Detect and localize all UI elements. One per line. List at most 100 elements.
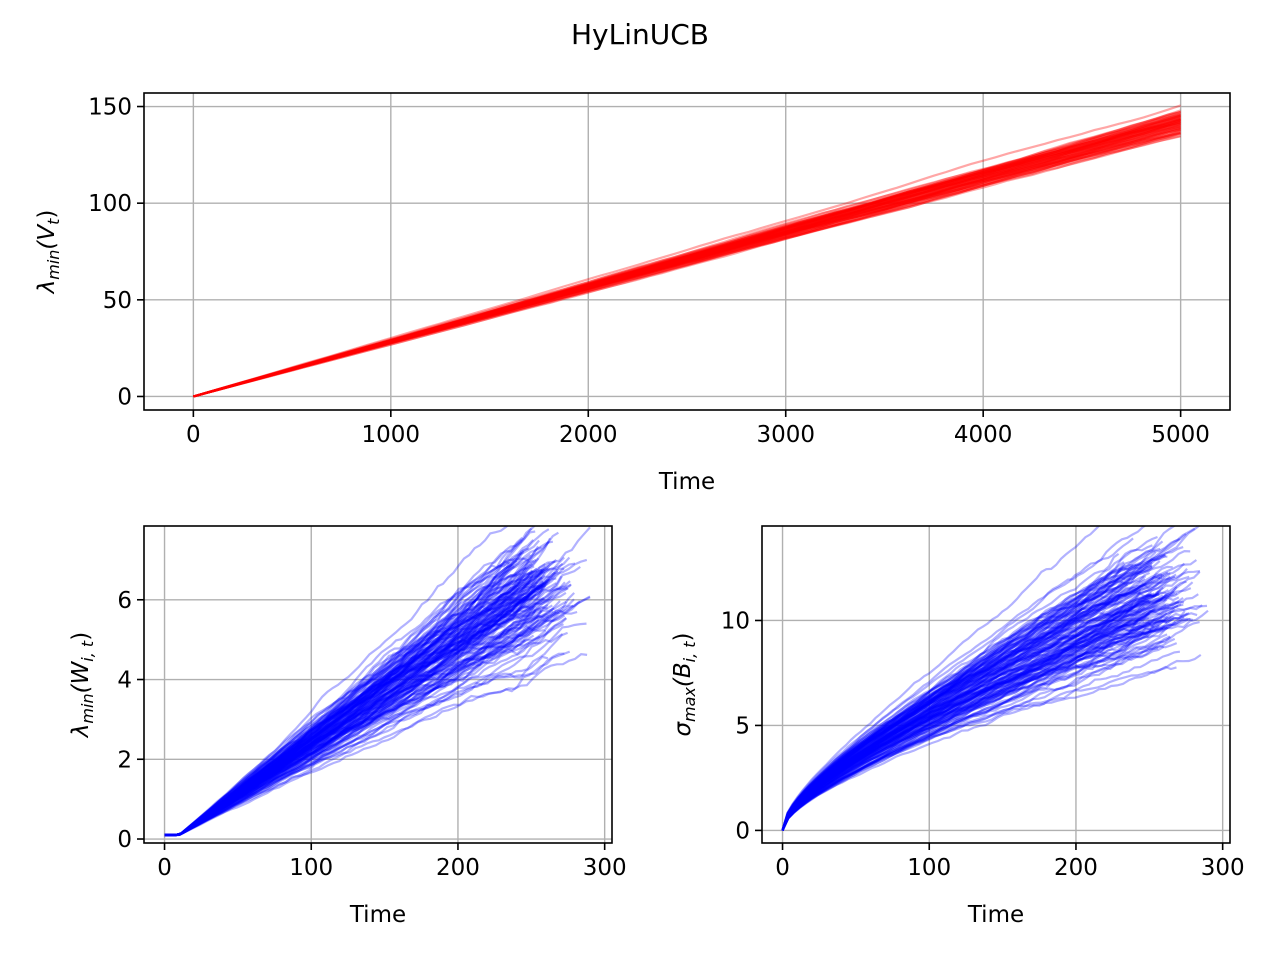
series-line <box>164 558 588 837</box>
axes-frame <box>143 525 613 844</box>
series-line <box>164 598 575 837</box>
series-line <box>781 564 1126 831</box>
series-line <box>781 549 1191 831</box>
series-line <box>781 593 1199 831</box>
series-line <box>193 128 1181 398</box>
series-line <box>781 606 1134 831</box>
series-line <box>164 581 545 837</box>
series-line <box>781 653 1202 831</box>
series-line <box>164 577 551 837</box>
series-line <box>164 582 557 837</box>
series-line <box>164 560 556 837</box>
series-line <box>193 117 1181 398</box>
series-line <box>164 614 566 837</box>
series-line <box>164 569 544 837</box>
series-line <box>164 563 513 837</box>
series-line <box>164 597 525 837</box>
series-line <box>164 545 540 837</box>
series-line <box>781 645 1165 831</box>
series-line <box>781 616 1173 831</box>
series-line <box>164 567 549 837</box>
series-line <box>193 132 1181 398</box>
series-line <box>193 131 1181 398</box>
series-line <box>164 568 545 837</box>
series-line <box>781 619 1168 831</box>
series-line <box>781 665 1177 831</box>
series-line <box>781 565 1173 831</box>
series-line <box>781 642 1178 831</box>
x-tick-label: 5000 <box>1151 422 1210 448</box>
y-tick-label: 150 <box>88 95 132 121</box>
series-line <box>781 561 1153 831</box>
series-line <box>193 132 1181 398</box>
series-line <box>164 563 534 837</box>
x-tick-label: 300 <box>1201 855 1245 881</box>
series-line <box>781 546 1184 831</box>
chart-bottom-left: 0 100 200 300 0 2 4 6 Time λmin(Wi, t) <box>68 525 627 928</box>
series-line <box>193 110 1181 398</box>
series-line <box>164 581 566 837</box>
series-line <box>193 128 1181 398</box>
series-line <box>193 119 1181 398</box>
series-line <box>193 111 1181 398</box>
series-line <box>781 576 1163 831</box>
x-tick-label: 0 <box>157 855 172 881</box>
series-line <box>164 556 565 837</box>
series-line <box>164 576 543 837</box>
series-line <box>781 600 1185 831</box>
series-line <box>781 607 1120 831</box>
series-line <box>164 600 567 837</box>
series-line <box>781 627 1164 831</box>
series-line <box>164 593 537 837</box>
series-line <box>164 610 554 837</box>
series-line <box>164 581 545 837</box>
series-line <box>164 584 543 837</box>
series-line <box>781 593 1160 831</box>
series-line <box>781 647 1159 831</box>
series-line <box>193 119 1181 398</box>
series-line <box>781 635 1149 831</box>
series-line <box>193 121 1181 398</box>
series-line <box>164 563 546 837</box>
series-line <box>164 569 534 837</box>
series-line <box>164 558 537 837</box>
series-line <box>781 612 1188 831</box>
series-line <box>164 569 543 837</box>
series-line <box>164 600 581 837</box>
x-tick-label: 100 <box>907 855 951 881</box>
series-line <box>781 601 1179 831</box>
series-line <box>781 565 1142 831</box>
series-line <box>781 604 1208 831</box>
series-line <box>164 565 516 837</box>
series-line <box>164 605 534 837</box>
series-line <box>164 597 545 837</box>
series-line <box>164 526 591 837</box>
series-line <box>164 573 518 837</box>
series-line <box>781 583 1129 831</box>
series-line <box>164 577 557 837</box>
series-line <box>164 655 549 837</box>
series-line <box>781 526 1101 831</box>
series-line <box>164 571 556 837</box>
series-line <box>164 571 544 837</box>
series-line <box>164 587 569 837</box>
series-line <box>781 555 1168 831</box>
series-line <box>781 592 1128 831</box>
series-line <box>164 600 561 837</box>
series-line <box>164 633 564 837</box>
series-line <box>164 572 531 837</box>
series-line <box>781 571 1169 831</box>
series-line <box>781 575 1147 831</box>
series-line <box>781 605 1179 831</box>
series-line <box>164 596 591 837</box>
y-tick-label: 4 <box>117 668 132 694</box>
series-line <box>164 574 534 837</box>
series-line <box>781 622 1151 831</box>
series-line <box>164 546 543 837</box>
series-line <box>164 586 568 837</box>
series-line <box>164 631 568 837</box>
series-line <box>164 581 539 837</box>
series-line <box>193 124 1181 398</box>
series-line <box>164 550 525 837</box>
series-line <box>781 610 1186 831</box>
